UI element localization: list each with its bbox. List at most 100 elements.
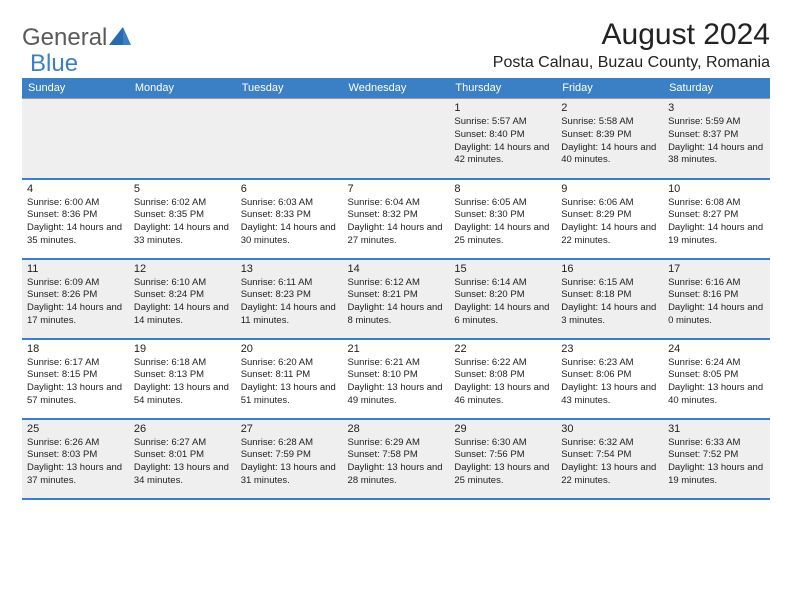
sunrise-line: Sunrise: 6:21 AM	[348, 357, 445, 370]
daylight-line: Daylight: 13 hours and 43 minutes.	[561, 382, 658, 408]
daylight-line: Daylight: 13 hours and 28 minutes.	[348, 462, 445, 488]
day-number: 22	[454, 343, 551, 355]
sunrise-line: Sunrise: 6:04 AM	[348, 197, 445, 210]
calendar-week-row: 25Sunrise: 6:26 AMSunset: 8:03 PMDayligh…	[22, 419, 770, 499]
sunrise-line: Sunrise: 5:59 AM	[668, 116, 765, 129]
sunrise-line: Sunrise: 6:27 AM	[134, 437, 231, 450]
sunrise-line: Sunrise: 6:05 AM	[454, 197, 551, 210]
sunset-line: Sunset: 8:27 PM	[668, 209, 765, 222]
calendar-day-cell	[343, 99, 450, 179]
calendar: SundayMondayTuesdayWednesdayThursdayFrid…	[22, 78, 770, 500]
day-header: Tuesday	[236, 78, 343, 99]
calendar-day-cell: 26Sunrise: 6:27 AMSunset: 8:01 PMDayligh…	[129, 419, 236, 499]
day-header: Sunday	[22, 78, 129, 99]
logo-text-blue: Blue	[30, 50, 78, 77]
sunset-line: Sunset: 8:16 PM	[668, 289, 765, 302]
sunset-line: Sunset: 8:03 PM	[27, 449, 124, 462]
day-header: Saturday	[663, 78, 770, 99]
sunrise-line: Sunrise: 6:29 AM	[348, 437, 445, 450]
sunrise-line: Sunrise: 6:24 AM	[668, 357, 765, 370]
daylight-line: Daylight: 14 hours and 0 minutes.	[668, 302, 765, 328]
daylight-line: Daylight: 14 hours and 3 minutes.	[561, 302, 658, 328]
calendar-day-cell: 10Sunrise: 6:08 AMSunset: 8:27 PMDayligh…	[663, 179, 770, 259]
sunrise-line: Sunrise: 6:33 AM	[668, 437, 765, 450]
day-number: 6	[241, 183, 338, 195]
day-number: 28	[348, 423, 445, 435]
daylight-line: Daylight: 14 hours and 27 minutes.	[348, 222, 445, 248]
day-number: 8	[454, 183, 551, 195]
day-header: Thursday	[449, 78, 556, 99]
sunset-line: Sunset: 8:15 PM	[27, 369, 124, 382]
sunset-line: Sunset: 8:33 PM	[241, 209, 338, 222]
sunset-line: Sunset: 8:20 PM	[454, 289, 551, 302]
sunset-line: Sunset: 8:32 PM	[348, 209, 445, 222]
calendar-day-cell: 18 Sunrise: 6:17 AMSunset: 8:15 PMDayligh…	[22, 339, 129, 419]
sunset-line: Sunset: 7:56 PM	[454, 449, 551, 462]
daylight-line: Daylight: 14 hours and 30 minutes.	[241, 222, 338, 248]
day-number: 2	[561, 102, 658, 114]
sunrise-line: Sunrise: 6:14 AM	[454, 277, 551, 290]
sunrise-line: Sunrise: 5:58 AM	[561, 116, 658, 129]
daylight-line: Daylight: 13 hours and 22 minutes.	[561, 462, 658, 488]
day-number: 31	[668, 423, 765, 435]
calendar-day-cell: 27Sunrise: 6:28 AMSunset: 7:59 PMDayligh…	[236, 419, 343, 499]
sunset-line: Sunset: 8:01 PM	[134, 449, 231, 462]
day-number: 1	[454, 102, 551, 114]
day-number: 14	[348, 263, 445, 275]
location: Posta Calnau, Buzau County, Romania	[493, 54, 770, 72]
day-number: 29	[454, 423, 551, 435]
day-number: 23	[561, 343, 658, 355]
daylight-line: Daylight: 13 hours and 57 minutes.	[27, 382, 124, 408]
sunrise-line: Sunrise: 6:09 AM	[27, 277, 124, 290]
calendar-day-cell: 9Sunrise: 6:06 AMSunset: 8:29 PMDaylight…	[556, 179, 663, 259]
sunrise-line: Sunrise: 6:32 AM	[561, 437, 658, 450]
day-number: 24	[668, 343, 765, 355]
day-number: 18	[27, 343, 124, 355]
sunrise-line: Sunrise: 6:28 AM	[241, 437, 338, 450]
sunset-line: Sunset: 8:35 PM	[134, 209, 231, 222]
sunset-line: Sunset: 8:23 PM	[241, 289, 338, 302]
calendar-week-row: 11Sunrise: 6:09 AMSunset: 8:26 PMDayligh…	[22, 259, 770, 339]
day-number: 11	[27, 263, 124, 275]
calendar-day-cell: 30Sunrise: 6:32 AMSunset: 7:54 PMDayligh…	[556, 419, 663, 499]
header: General August 2024 Posta Calnau, Buzau …	[22, 18, 770, 72]
daylight-line: Daylight: 14 hours and 14 minutes.	[134, 302, 231, 328]
day-number: 9	[561, 183, 658, 195]
calendar-day-cell: 6 Sunrise: 6:03 AMSunset: 8:33 PMDaylight…	[236, 179, 343, 259]
calendar-day-cell: 16Sunrise: 6:15 AMSunset: 8:18 PMDayligh…	[556, 259, 663, 339]
calendar-day-cell: 15Sunrise: 6:14 AMSunset: 8:20 PMDayligh…	[449, 259, 556, 339]
day-number: 17	[668, 263, 765, 275]
calendar-day-cell: 2Sunrise: 5:58 AMSunset: 8:39 PMDaylight…	[556, 99, 663, 179]
sunset-line: Sunset: 8:40 PM	[454, 129, 551, 142]
sunrise-line: Sunrise: 6:03 AM	[241, 197, 338, 210]
calendar-day-cell: 23Sunrise: 6:23 AMSunset: 8:06 PMDayligh…	[556, 339, 663, 419]
calendar-day-cell: 7 Sunrise: 6:04 AMSunset: 8:32 PMDaylight…	[343, 179, 450, 259]
sunrise-line: Sunrise: 6:17 AM	[27, 357, 124, 370]
calendar-day-cell: 22Sunrise: 6:22 AMSunset: 8:08 PMDayligh…	[449, 339, 556, 419]
sunrise-line: Sunrise: 6:20 AM	[241, 357, 338, 370]
day-header: Monday	[129, 78, 236, 99]
sunset-line: Sunset: 8:26 PM	[27, 289, 124, 302]
daylight-line: Daylight: 14 hours and 35 minutes.	[27, 222, 124, 248]
day-number: 7	[348, 183, 445, 195]
daylight-line: Daylight: 14 hours and 8 minutes.	[348, 302, 445, 328]
calendar-header-row: SundayMondayTuesdayWednesdayThursdayFrid…	[22, 78, 770, 99]
sunrise-line: Sunrise: 6:22 AM	[454, 357, 551, 370]
daylight-line: Daylight: 13 hours and 37 minutes.	[27, 462, 124, 488]
sunrise-line: Sunrise: 6:08 AM	[668, 197, 765, 210]
sunrise-line: Sunrise: 6:30 AM	[454, 437, 551, 450]
title-block: August 2024 Posta Calnau, Buzau County, …	[493, 18, 770, 72]
daylight-line: Daylight: 14 hours and 11 minutes.	[241, 302, 338, 328]
daylight-line: Daylight: 14 hours and 17 minutes.	[27, 302, 124, 328]
day-number: 19	[134, 343, 231, 355]
day-header: Friday	[556, 78, 663, 99]
calendar-day-cell: 14Sunrise: 6:12 AMSunset: 8:21 PMDayligh…	[343, 259, 450, 339]
calendar-day-cell: 28Sunrise: 6:29 AMSunset: 7:58 PMDayligh…	[343, 419, 450, 499]
day-number: 16	[561, 263, 658, 275]
logo-text-general: General	[22, 24, 107, 52]
day-header: Wednesday	[343, 78, 450, 99]
calendar-day-cell: 4Sunrise: 6:00 AMSunset: 8:36 PMDaylight…	[22, 179, 129, 259]
daylight-line: Daylight: 13 hours and 46 minutes.	[454, 382, 551, 408]
calendar-week-row: 4Sunrise: 6:00 AMSunset: 8:36 PMDaylight…	[22, 179, 770, 259]
sunrise-line: Sunrise: 6:00 AM	[27, 197, 124, 210]
